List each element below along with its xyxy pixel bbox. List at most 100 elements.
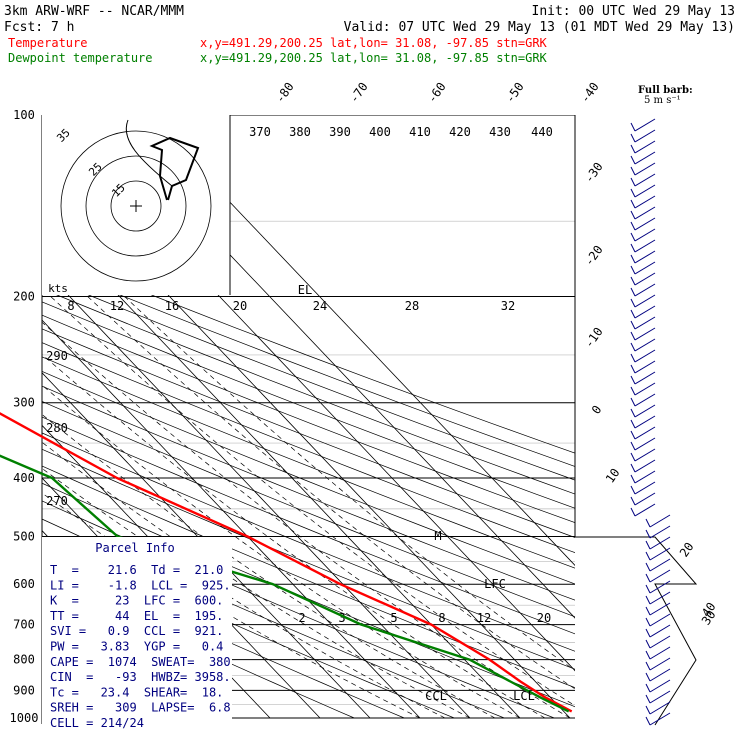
wind-barb <box>630 437 656 451</box>
wind-barb <box>630 118 656 132</box>
temperature-tick-label: -50 <box>503 80 527 106</box>
barb-shaft <box>649 712 671 726</box>
wind-barb <box>630 261 656 275</box>
wind-barb <box>630 382 656 396</box>
moist-adiabat <box>87 296 575 690</box>
dry-adiabat <box>42 301 575 509</box>
mixing-ratio-label: 2 <box>298 611 305 625</box>
wind-barb <box>630 316 656 330</box>
barb-flag <box>645 562 651 572</box>
mixing-ratio-label: 20 <box>537 611 551 625</box>
barb-flag <box>630 254 636 264</box>
barb-flag <box>630 353 636 363</box>
wind-barb <box>630 195 656 209</box>
barb-flag <box>630 397 636 407</box>
moist-adiabat <box>50 296 575 707</box>
wind-barb <box>630 360 656 374</box>
barb-flag <box>630 188 636 198</box>
barb-flag <box>645 683 651 693</box>
wind-barb <box>630 371 656 385</box>
dry-adiabat <box>42 416 575 635</box>
parcel-info-box: Parcel Info T = 21.6 Td = 21.0LI = -1.8 L… <box>42 537 232 730</box>
barb-shaft <box>649 514 671 528</box>
dry-adiabat <box>42 314 575 524</box>
legend-temperature: Temperature <box>8 36 87 50</box>
barb-flag <box>645 650 651 660</box>
parcel-line: T = 21.6 Td = 21.0 <box>50 563 223 577</box>
moist-adiabat <box>42 354 546 719</box>
wind-barb <box>630 184 656 198</box>
wind-barb <box>630 448 656 462</box>
barb-flag <box>630 430 636 440</box>
barb-shaft <box>649 547 671 561</box>
wind-barb <box>630 129 656 143</box>
barb-flag <box>630 463 636 473</box>
hodograph-trace <box>149 136 200 201</box>
wind-barb <box>630 206 656 220</box>
moist-adiabat <box>42 441 471 719</box>
barb-shaft <box>634 415 656 429</box>
wind-barb <box>630 404 656 418</box>
hodograph-ring <box>110 180 162 232</box>
barb-flag <box>630 287 636 297</box>
temperature-tick-label: -70 <box>347 80 371 106</box>
pressure-tick-label: 300 <box>13 396 35 410</box>
barb-shaft <box>634 327 656 341</box>
barb-flag <box>630 298 636 308</box>
barb-flag <box>630 210 636 220</box>
pressure-tick-label: 400 <box>13 471 35 485</box>
wind-barb <box>630 426 656 440</box>
valid-time: Valid: 07 UTC Wed 29 May 13 (01 MDT Wed … <box>344 20 735 35</box>
pressure-tick-label: 1000 <box>10 711 39 725</box>
pressure-tick-label: 800 <box>13 653 35 667</box>
barb-flag <box>630 144 636 154</box>
wind-barb <box>630 349 656 363</box>
dry-adiabat <box>42 288 575 495</box>
barb-shaft <box>634 228 656 242</box>
barb-shaft <box>634 129 656 143</box>
barb-shaft <box>634 206 656 220</box>
barb-shaft <box>634 184 656 198</box>
pressure-tick-label: 500 <box>13 529 35 543</box>
wind-barb <box>630 272 656 286</box>
wind-barb <box>630 338 656 352</box>
temperature-tick-label: -10 <box>582 325 606 351</box>
parcel-line: TT = 44 EL = 195. <box>50 609 223 623</box>
wind-barb <box>630 151 656 165</box>
wind-barb <box>645 591 671 605</box>
isotherm <box>42 372 371 719</box>
speed-tick-label: 16 <box>165 299 179 313</box>
hodograph-ring <box>60 130 212 282</box>
dry-adiabat <box>42 385 575 601</box>
isotherm <box>42 319 421 719</box>
parcel-line: CAPE = 1074 SWEAT= 380 <box>50 655 231 669</box>
isotherm <box>146 115 575 566</box>
barb-shaft <box>649 558 671 572</box>
wind-barb <box>630 140 656 154</box>
barb-shaft <box>634 503 656 517</box>
barb-shaft <box>634 173 656 187</box>
wind-barb <box>630 327 656 341</box>
mixing-ratio-label: 5 <box>390 611 397 625</box>
model-title: 3km ARW-WRF -- NCAR/MMM <box>4 4 184 19</box>
wind-barb <box>645 624 671 638</box>
theta-left-tick-label: 280 <box>46 421 68 435</box>
temperature-tick-label: 0 <box>589 403 605 417</box>
barb-flag <box>630 452 636 462</box>
wind-barb <box>630 239 656 253</box>
barb-flag <box>630 496 636 506</box>
barb-shaft <box>649 701 671 715</box>
temperature-tick-label: -20 <box>582 243 606 269</box>
theta-tick-label: 370 <box>249 125 271 139</box>
wind-barb <box>645 613 671 627</box>
barb-shaft <box>634 140 656 154</box>
barb-shaft <box>634 426 656 440</box>
hodograph-trace-thin <box>125 119 173 187</box>
parcel-line: SREH = 309 LAPSE= 6.8 <box>50 701 231 715</box>
barb-shaft <box>634 492 656 506</box>
wind-barb <box>630 393 656 407</box>
barb-flag <box>630 441 636 451</box>
wind-barb <box>645 657 671 671</box>
